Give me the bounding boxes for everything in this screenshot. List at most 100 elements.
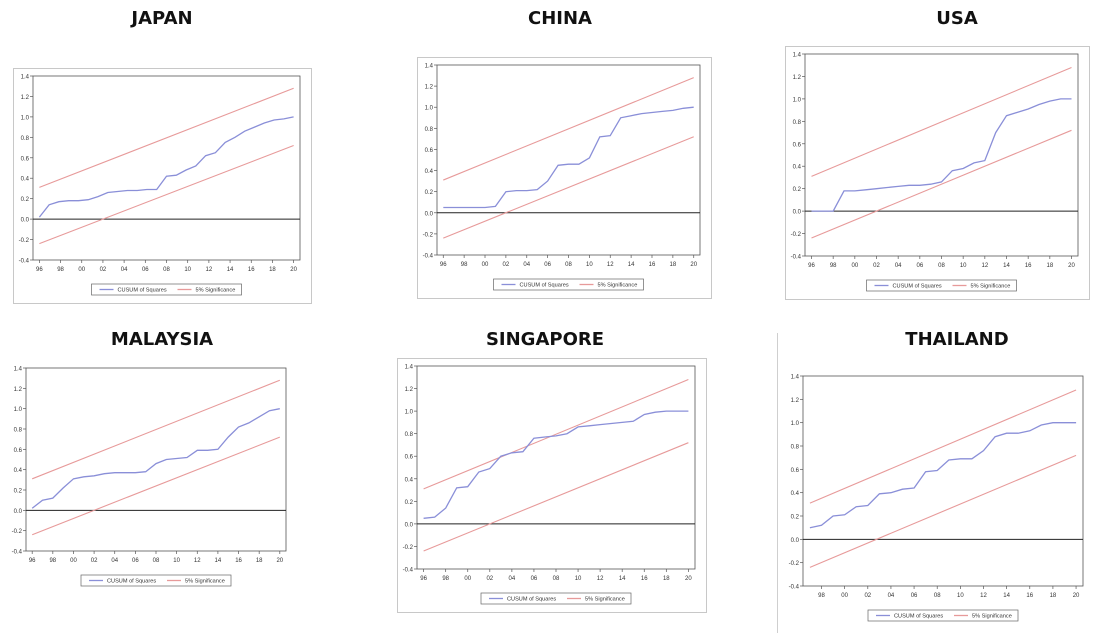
chart-singapore: -0.4 -0.2 0.0 0.2 0.4 0.6 0.8 1.0 1.2 1.4 96 98 00 02… xyxy=(397,358,707,613)
y-tick-label: 0.6 xyxy=(14,448,23,454)
x-tick-label: 96 xyxy=(36,267,43,273)
y-tick-label: 1.2 xyxy=(405,387,414,393)
y-tick-label: -0.2 xyxy=(791,232,802,238)
x-tick-label: 20 xyxy=(690,262,697,268)
y-tick-label: 1.4 xyxy=(405,365,414,371)
chart-svg: -0.4 -0.2 0.0 0.2 0.4 0.6 0.8 1.0 1.2 1.4 96 98 00 02… xyxy=(12,367,287,587)
chart-title-china: CHINA xyxy=(528,8,592,29)
x-tick-label: 06 xyxy=(544,262,551,268)
y-tick-label: -0.4 xyxy=(403,568,414,574)
y-tick-label: 0.8 xyxy=(21,136,30,142)
y-tick-label: 0.6 xyxy=(793,142,802,148)
y-tick-label: 1.0 xyxy=(425,106,434,112)
x-tick-label: 10 xyxy=(184,267,191,273)
x-tick-label: 02 xyxy=(486,576,493,582)
x-tick-label: 10 xyxy=(960,263,967,269)
y-tick-label: 0.4 xyxy=(21,177,30,183)
x-tick-label: 08 xyxy=(553,576,560,582)
legend-box xyxy=(80,574,232,587)
x-tick-label: 14 xyxy=(628,262,635,268)
y-tick-label: 0.2 xyxy=(791,515,800,521)
x-tick-label: 18 xyxy=(1046,263,1053,269)
y-tick-label: 0.4 xyxy=(791,491,800,497)
y-tick-label: 0.8 xyxy=(791,445,800,451)
y-tick-label: 0.2 xyxy=(405,500,414,506)
x-tick-label: 02 xyxy=(91,558,98,564)
x-tick-label: 08 xyxy=(153,558,160,564)
chart-japan: -0.4 -0.2 0.0 0.2 0.4 0.6 0.8 1.0 1.2 1.4 96 98 00 02… xyxy=(13,68,312,304)
y-tick-label: 0.4 xyxy=(14,468,23,474)
y-tick-label: 1.4 xyxy=(425,64,434,70)
x-tick-label: 98 xyxy=(830,263,837,269)
legend-label: CUSUM of Squares xyxy=(118,288,167,294)
x-tick-label: 18 xyxy=(663,576,670,582)
y-tick-label: 0.4 xyxy=(425,169,434,175)
chart-frame xyxy=(785,46,1090,300)
significance-lower-line xyxy=(423,442,689,552)
significance-upper-line xyxy=(31,379,281,480)
legend-box xyxy=(493,278,644,291)
y-tick-label: 0.4 xyxy=(405,477,414,483)
x-tick-label: 14 xyxy=(227,267,234,273)
significance-upper-line xyxy=(423,379,689,490)
cusum-series-line xyxy=(423,410,689,519)
y-tick-label: -0.2 xyxy=(789,561,800,567)
significance-lower-line xyxy=(809,454,1077,568)
legend-box xyxy=(866,279,1017,292)
y-tick-label: -0.2 xyxy=(12,529,23,535)
x-tick-label: 00 xyxy=(78,267,85,273)
x-tick-label: 96 xyxy=(420,576,427,582)
y-tick-label: 1.2 xyxy=(425,85,434,91)
x-tick-label: 08 xyxy=(565,262,572,268)
legend-box xyxy=(480,592,632,605)
x-tick-label: 06 xyxy=(911,593,918,599)
y-tick-label: 0.8 xyxy=(793,120,802,126)
legend-label: 5% Significance xyxy=(196,288,236,294)
y-tick-label: 1.4 xyxy=(791,375,800,381)
x-tick-label: 20 xyxy=(276,558,283,564)
x-tick-label: 16 xyxy=(248,267,255,273)
y-tick-label: 1.4 xyxy=(793,53,802,59)
y-tick-label: 0.8 xyxy=(14,428,23,434)
legend-label: CUSUM of Squares xyxy=(507,597,556,603)
y-tick-label: 0.0 xyxy=(425,211,434,217)
x-tick-label: 18 xyxy=(269,267,276,273)
x-tick-label: 12 xyxy=(597,576,604,582)
chart-title-singapore: SINGAPORE xyxy=(485,329,605,350)
x-tick-label: 98 xyxy=(49,558,56,564)
x-tick-label: 06 xyxy=(916,263,923,269)
y-tick-label: 1.0 xyxy=(405,410,414,416)
y-tick-label: 1.0 xyxy=(791,421,800,427)
x-tick-label: 04 xyxy=(121,267,128,273)
significance-lower-line xyxy=(31,436,281,536)
legend-label: 5% Significance xyxy=(972,614,1012,620)
significance-upper-line xyxy=(39,87,294,188)
x-tick-label: 04 xyxy=(111,558,118,564)
legend-label: CUSUM of Squares xyxy=(107,579,156,585)
y-tick-label: -0.4 xyxy=(19,259,30,265)
y-tick-label: 0.0 xyxy=(793,210,802,216)
x-tick-label: 18 xyxy=(670,262,677,268)
y-tick-label: 0.6 xyxy=(405,455,414,461)
y-tick-label: -0.2 xyxy=(403,545,414,551)
chart-svg: -0.4 -0.2 0.0 0.2 0.4 0.6 0.8 1.0 1.2 1.4 98 00 02 04… xyxy=(789,375,1084,622)
x-tick-label: 14 xyxy=(215,558,222,564)
x-tick-label: 02 xyxy=(100,267,107,273)
plot-area xyxy=(802,375,1084,587)
significance-upper-line xyxy=(811,66,1072,177)
chart-frame xyxy=(13,68,312,304)
x-tick-label: 16 xyxy=(1025,263,1032,269)
legend-label: 5% Significance xyxy=(585,597,625,603)
x-tick-label: 08 xyxy=(938,263,945,269)
x-tick-label: 04 xyxy=(888,593,895,599)
significance-upper-line xyxy=(443,77,694,181)
y-tick-label: 0.0 xyxy=(21,218,30,224)
y-tick-label: 0.2 xyxy=(425,190,434,196)
y-tick-label: -0.2 xyxy=(19,238,30,244)
y-tick-label: 1.4 xyxy=(21,75,30,81)
chart-svg: -0.4 -0.2 0.0 0.2 0.4 0.6 0.8 1.0 1.2 1.4 96 98 00 02… xyxy=(785,46,1090,300)
y-tick-label: 0.2 xyxy=(21,197,30,203)
chart-title-malaysia: MALAYSIA xyxy=(110,329,214,350)
x-tick-label: 96 xyxy=(808,263,815,269)
y-tick-label: 1.2 xyxy=(21,95,30,101)
